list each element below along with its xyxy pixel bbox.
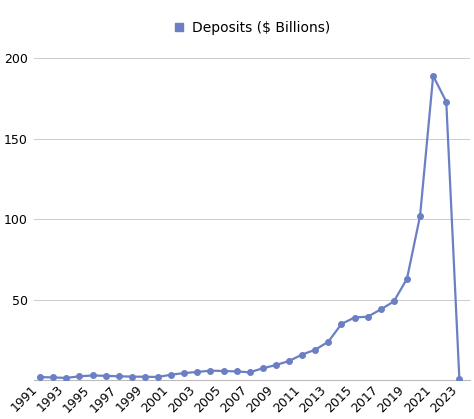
Legend: Deposits ($ Billions): Deposits ($ Billions) <box>168 15 336 40</box>
